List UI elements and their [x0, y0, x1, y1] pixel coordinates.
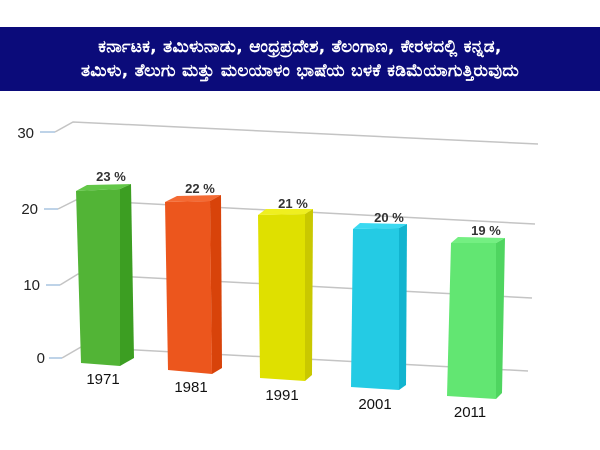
- bar-2001: [351, 223, 407, 390]
- value-label-1971: 23 %: [96, 169, 126, 184]
- value-label-2001: 20 %: [374, 210, 404, 225]
- title-banner: ಕರ್ನಾಟಕ, ತಮಿಳುನಾಡು, ಆಂಧ್ರಪ್ರದೇಶ, ತೆಲಂಗಾಣ…: [0, 27, 600, 91]
- x-label-2011: 2011: [454, 404, 486, 421]
- bar-1971: [76, 184, 134, 366]
- value-label-2011: 19 %: [471, 223, 501, 238]
- x-label-2001: 2001: [358, 396, 391, 413]
- y-axis: 30 20 10 0: [17, 125, 45, 367]
- bars: [76, 184, 505, 399]
- x-axis: 1971 1981 1991 2001 2011: [86, 371, 486, 421]
- value-label-1981: 22 %: [185, 181, 215, 196]
- y-tick-30: 30: [17, 125, 34, 142]
- x-label-1971: 1971: [86, 371, 119, 388]
- bar-1981: [165, 195, 222, 374]
- value-label-1991: 21 %: [278, 196, 308, 211]
- gridline-20: [44, 199, 536, 225]
- bar-1991: [258, 209, 313, 381]
- x-label-1991: 1991: [265, 387, 298, 404]
- y-tick-0: 0: [37, 350, 45, 367]
- y-tick-10: 10: [23, 277, 40, 294]
- y-tick-20: 20: [21, 201, 38, 218]
- title-line-1: ಕರ್ನಾಟಕ, ತಮಿಳುನಾಡು, ಆಂಧ್ರಪ್ರದೇಶ, ತೆಲಂಗಾಣ…: [98, 37, 502, 57]
- title-line-2: ತಮಿಳು, ತೆಲುಗು ಮತ್ತು ಮಲಯಾಳಂ ಭಾಷೆಯ ಬಳಕೆ ಕಡ…: [80, 61, 520, 81]
- x-label-1981: 1981: [174, 379, 207, 396]
- value-labels: 23 % 22 % 21 % 20 % 19 %: [96, 169, 501, 238]
- gridline-30: [40, 121, 539, 145]
- bar-2011: [447, 237, 505, 399]
